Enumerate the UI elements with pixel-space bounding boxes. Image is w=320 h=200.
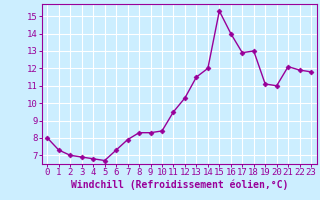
X-axis label: Windchill (Refroidissement éolien,°C): Windchill (Refroidissement éolien,°C) [70, 180, 288, 190]
